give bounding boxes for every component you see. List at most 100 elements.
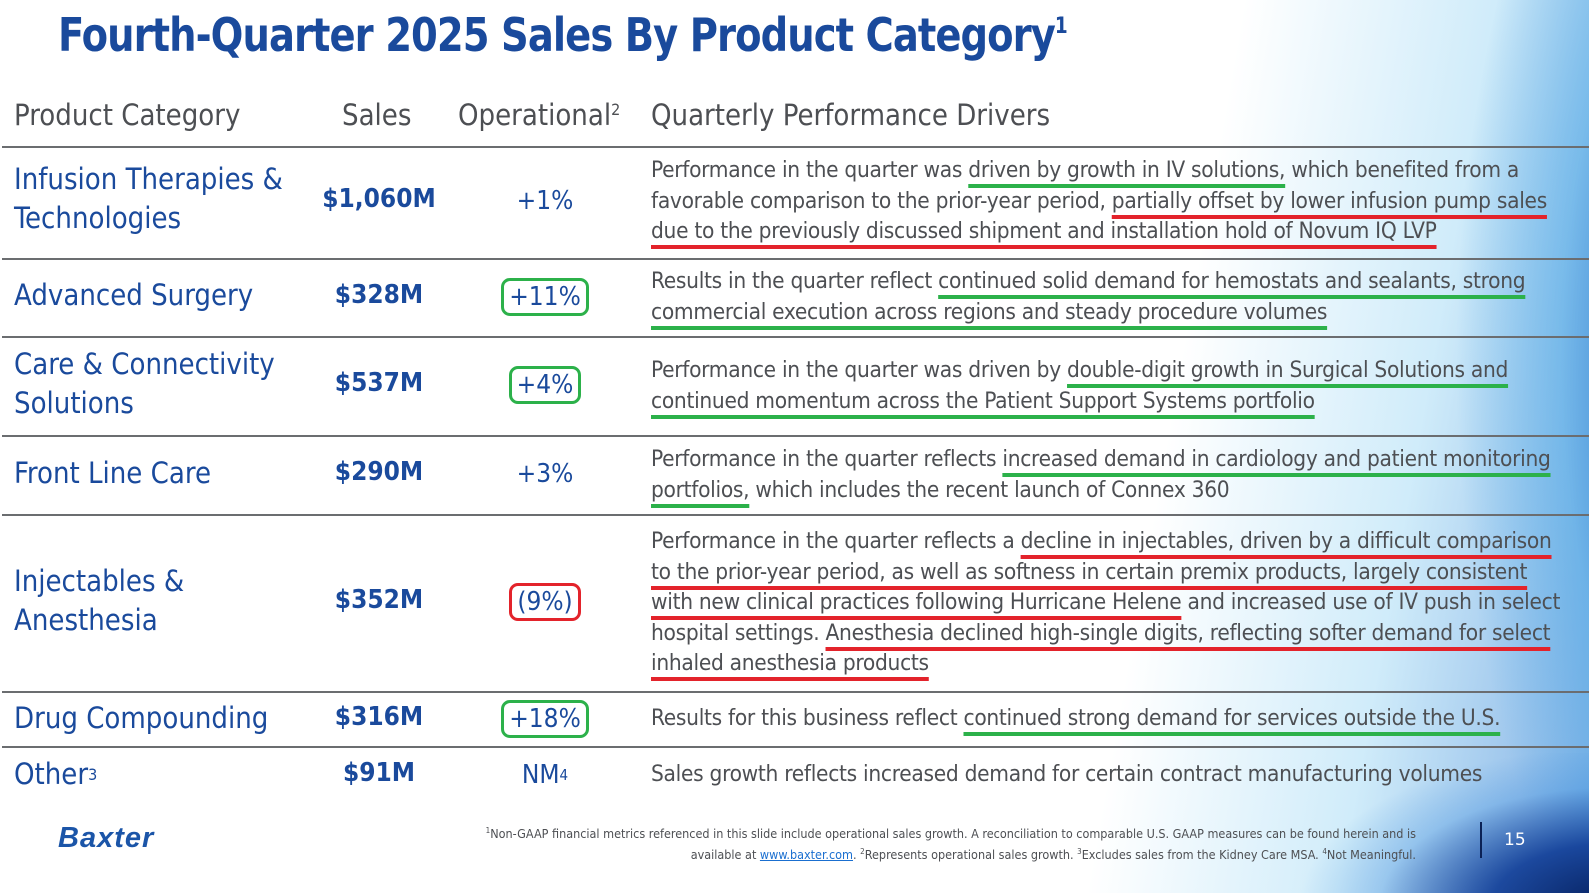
sales-value: $316M <box>334 702 424 732</box>
highlight-box-green: +11% <box>501 278 589 316</box>
product-category: Infusion Therapies & Technologies <box>14 160 283 238</box>
driver-segment: Sales growth reflects increased demand f… <box>651 761 1483 787</box>
footnote-1: Non-GAAP financial metrics referenced in… <box>490 826 1416 863</box>
product-category-line: Technologies <box>14 201 182 235</box>
page-title-text: Fourth-Quarter 2025 Sales By Product Cat… <box>58 8 1056 62</box>
product-category-line: Solutions <box>14 386 134 420</box>
operational-text: +1% <box>516 186 574 216</box>
driver-segment: Performance in the quarter was driven by <box>651 357 1068 383</box>
footnote-ref: 2 <box>860 847 865 857</box>
footnote-ref: 1 <box>485 826 491 835</box>
baxter-website-link[interactable]: www.baxter.com <box>759 847 854 863</box>
divider <box>2 435 1589 437</box>
driver-segment-underlined-green: double-digit growth in Surgical Solution… <box>651 357 1509 414</box>
operational-growth: NM4 <box>470 756 620 794</box>
product-category: Injectables & Anesthesia <box>14 562 184 640</box>
performance-driver-text: Performance in the quarter was driven by… <box>651 355 1561 416</box>
sales-value: $328M <box>334 280 424 310</box>
product-category-line: Infusion Therapies & <box>14 162 283 196</box>
footnote-4: Not Meaningful. <box>1326 847 1416 863</box>
sales-value: $91M <box>342 758 416 788</box>
driver-segment: which benefited from a favorable compari… <box>651 157 1520 214</box>
driver-segment-underlined-red: partially offset by lower infusion pump … <box>651 187 1547 245</box>
driver-segment-underlined-green: continued solid demand for hemostats and… <box>651 268 1526 325</box>
footnote-ref: 3 <box>88 765 98 784</box>
product-category-line: Drug Compounding <box>14 701 269 735</box>
driver-segment-underlined-green: increased demand in cardiology and patie… <box>651 446 1551 503</box>
header-operational-text: Operational <box>458 98 612 132</box>
performance-driver-text: Results in the quarter reflect continued… <box>651 266 1561 327</box>
product-category-line: Front Line Care <box>14 456 211 490</box>
header-product-category: Product Category <box>14 98 241 132</box>
product-category-line: Care & Connectivity <box>14 347 275 381</box>
product-category-line: Anesthesia <box>14 603 158 637</box>
operational-text: +3% <box>516 459 574 489</box>
title-footnote-ref: 1 <box>1054 14 1068 39</box>
driver-segment-underlined-green: continued strong demand for services out… <box>963 705 1501 731</box>
footnote-2: Represents operational sales growth. <box>864 847 1078 863</box>
driver-segment-underlined-green: driven by growth in IV solutions, <box>968 157 1286 183</box>
sales-value: $1,060M <box>322 184 436 214</box>
sales-value: $537M <box>334 368 424 398</box>
operational-value: NM4 <box>514 756 576 794</box>
operational-value: +3% <box>509 455 582 493</box>
performance-driver-text: Results for this business reflect contin… <box>651 703 1561 734</box>
product-category: Other3 <box>14 755 97 794</box>
product-category-line: Other3 <box>14 755 97 794</box>
page-title: Fourth-Quarter 2025 Sales By Product Cat… <box>58 8 1068 62</box>
operational-growth: +18% <box>470 700 620 738</box>
product-category: Advanced Surgery <box>14 276 253 315</box>
operational-growth: +3% <box>470 455 620 493</box>
footnote-ref: 4 <box>1322 847 1327 857</box>
header-drivers: Quarterly Performance Drivers <box>651 98 1051 132</box>
performance-driver-text: Performance in the quarter was driven by… <box>651 155 1561 247</box>
driver-segment: which includes the recent launch of Conn… <box>749 476 1230 503</box>
divider <box>2 514 1589 516</box>
header-operational: Operational2 <box>458 98 620 146</box>
product-category: Drug Compounding <box>14 699 268 738</box>
operational-text: +4% <box>516 370 574 400</box>
baxter-logo: Baxter <box>58 822 155 854</box>
operational-growth: +11% <box>470 278 620 316</box>
divider <box>2 691 1589 693</box>
operational-text: (9%) <box>517 587 573 617</box>
sales-value: $352M <box>334 585 424 615</box>
driver-segment: Performance in the quarter reflects a <box>651 528 1021 554</box>
footnotes: 1Non-GAAP financial metrics referenced i… <box>470 822 1416 864</box>
divider <box>2 746 1589 748</box>
operational-growth: +4% <box>470 366 620 404</box>
driver-segment: Results in the quarter reflect <box>651 268 939 294</box>
operational-text: NM <box>521 760 560 790</box>
product-category-line: Injectables & <box>14 564 185 598</box>
footnote-punct: . <box>853 847 861 863</box>
product-category-line: Advanced Surgery <box>14 278 254 312</box>
performance-driver-text: Performance in the quarter reflects incr… <box>651 444 1561 505</box>
divider <box>2 336 1589 338</box>
driver-segment: and increased use of IV push in select h… <box>651 589 1561 646</box>
footer-divider <box>1480 822 1482 858</box>
operational-value: +1% <box>509 182 582 220</box>
driver-segment-underlined-red: Anesthesia declined high-single digits, … <box>651 619 1551 677</box>
operational-text: +11% <box>509 282 581 312</box>
footnote-3: Excludes sales from the Kidney Care MSA. <box>1081 847 1323 863</box>
performance-driver-text: Sales growth reflects increased demand f… <box>651 759 1561 790</box>
header-operational-ref: 2 <box>611 100 621 119</box>
driver-segment-underlined-red: decline in injectables, driven by a diff… <box>651 528 1552 615</box>
highlight-box-green: +18% <box>501 700 589 738</box>
performance-driver-text: Performance in the quarter reflects a de… <box>651 526 1561 679</box>
header-sales: Sales <box>342 98 412 132</box>
product-category: Front Line Care <box>14 454 211 493</box>
operational-growth: (9%) <box>470 583 620 621</box>
operational-text: +18% <box>509 704 581 734</box>
product-category-text: Other <box>14 757 89 791</box>
footnote-ref: 4 <box>559 766 569 784</box>
operational-growth: +1% <box>470 182 620 220</box>
driver-segment: Performance in the quarter was <box>651 157 969 183</box>
divider <box>2 258 1589 260</box>
product-category: Care & Connectivity Solutions <box>14 345 275 423</box>
footnote-ref: 3 <box>1077 847 1082 857</box>
driver-segment: Performance in the quarter reflects <box>651 446 1003 472</box>
driver-segment: Results for this business reflect <box>651 705 964 731</box>
divider <box>2 146 1589 148</box>
highlight-box-red: (9%) <box>509 583 581 621</box>
